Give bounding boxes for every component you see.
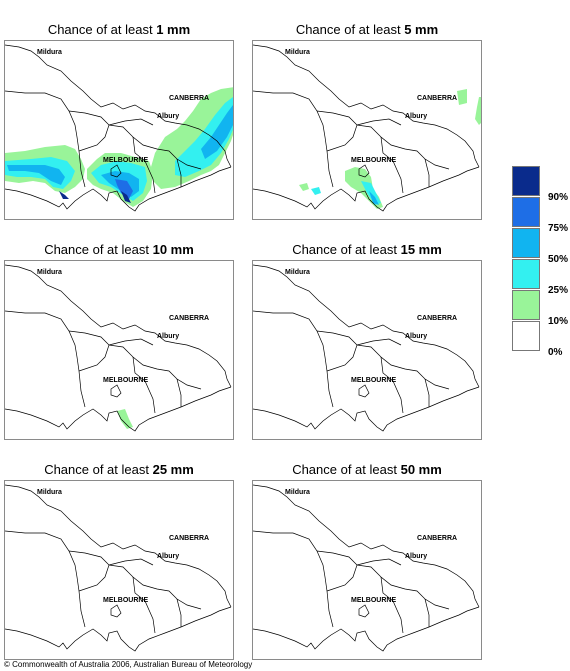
label-melbourne: MELBOURNE [351,377,396,384]
probability-shading [299,89,481,209]
panel-title: Chance of at least 5 mm [295,22,439,37]
label-canberra: CANBERRA [417,95,457,102]
label-melbourne: MELBOURNE [103,597,148,604]
legend-swatch-25 [512,259,540,289]
victoria-map: Mildura CANBERRA Albury MELBOURNE [252,480,482,660]
victoria-map: Mildura CANBERRA Albury MELBOURNE [4,40,234,220]
legend-swatch-75 [512,197,540,227]
legend-swatch-90 [512,166,540,196]
panel-title: Chance of at least 50 mm [292,462,442,477]
victoria-map: Mildura CANBERRA Albury MELBOURNE [4,260,234,440]
rain-probability-map: Mildura CANBERRA Albury MELBOURNE [5,44,233,212]
state-outline [5,484,232,652]
label-albury: Albury [157,333,179,340]
legend-label-50: 50% [548,254,569,265]
label-canberra: CANBERRA [169,95,209,102]
label-melbourne: MELBOURNE [103,157,148,164]
panel-title: Chance of at least 1 mm [47,22,191,37]
label-canberra: CANBERRA [417,535,457,542]
label-melbourne: MELBOURNE [351,157,396,164]
label-albury: Albury [405,113,427,120]
label-albury: Albury [157,553,179,560]
label-melbourne: MELBOURNE [351,597,396,604]
legend-label-10: 10% [548,316,569,327]
label-albury: Albury [405,553,427,560]
legend-label-0: 0% [548,347,563,358]
state-outline [253,484,480,652]
legend-swatch-10 [512,290,540,320]
panel-title: Chance of at least 15 mm [292,242,442,257]
label-canberra: CANBERRA [417,315,457,322]
label-mildura: Mildura [37,49,62,56]
probability-legend: 90% 75% 50% 25% 10% 0% [512,166,568,358]
label-canberra: CANBERRA [169,535,209,542]
legend-swatch-0 [512,321,540,351]
label-albury: Albury [157,113,179,120]
state-outline [5,44,232,212]
label-canberra: CANBERRA [169,315,209,322]
legend-label-25: 25% [548,285,569,296]
state-outline [5,264,232,432]
label-albury: Albury [405,333,427,340]
probability-shading [5,87,233,207]
label-mildura: Mildura [37,269,62,276]
state-outline [253,264,480,432]
state-outline [253,44,480,212]
rain-probability-map: Mildura CANBERRA Albury MELBOURNE [253,484,480,652]
legend-swatch-50 [512,228,540,258]
probability-shading [117,409,133,429]
victoria-map: Mildura CANBERRA Albury MELBOURNE [252,40,482,220]
legend-label-75: 75% [548,223,569,234]
label-mildura: Mildura [285,49,310,56]
copyright-notice: © Commonwealth of Australia 2006, Austra… [4,660,253,669]
rain-probability-map: Mildura CANBERRA Albury MELBOURNE [5,264,232,432]
label-mildura: Mildura [37,489,62,496]
rain-probability-map: Mildura CANBERRA Albury MELBOURNE [5,484,232,652]
rain-probability-map: Mildura CANBERRA Albury MELBOURNE [253,264,480,432]
panel-title: Chance of at least 10 mm [44,242,194,257]
legend-label-90: 90% [548,192,569,203]
rain-probability-map: Mildura CANBERRA Albury MELBOURNE [253,44,481,212]
label-melbourne: MELBOURNE [103,377,148,384]
victoria-map: Mildura CANBERRA Albury MELBOURNE [252,260,482,440]
victoria-map: Mildura CANBERRA Albury MELBOURNE [4,480,234,660]
label-mildura: Mildura [285,269,310,276]
label-mildura: Mildura [285,489,310,496]
panel-title: Chance of at least 25 mm [44,462,194,477]
